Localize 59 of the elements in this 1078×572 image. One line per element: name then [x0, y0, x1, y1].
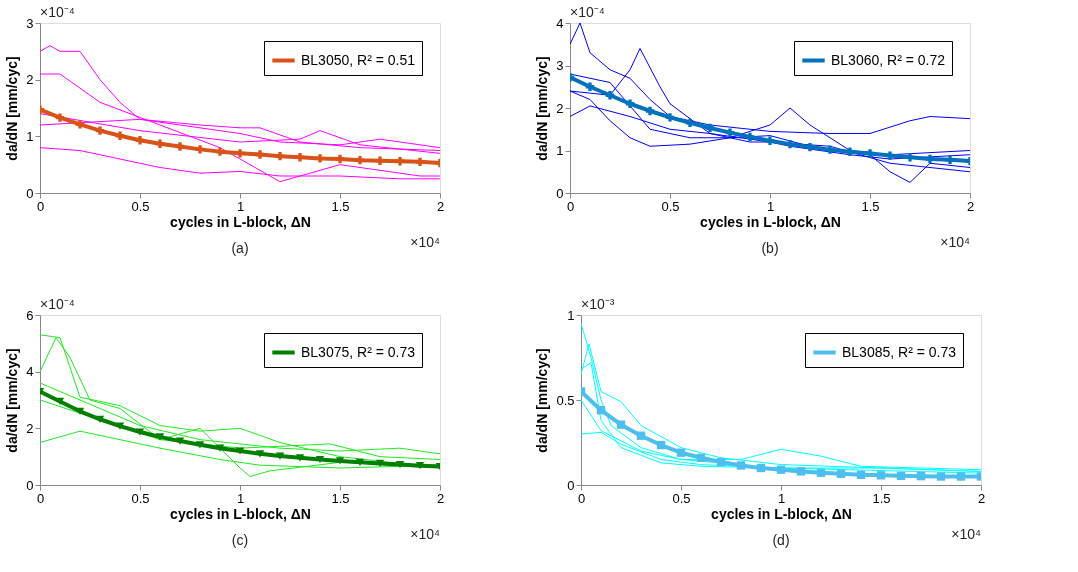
y-tick-label: 1: [26, 128, 34, 144]
x-tick-label: 1.5: [331, 198, 350, 214]
y-tick-label: 1: [556, 143, 564, 158]
y-tick-label: 0: [567, 477, 575, 493]
x-tick-label: 2: [436, 198, 445, 214]
x-tick-label: 1: [236, 490, 245, 506]
y-tick-label: 2: [556, 100, 564, 116]
y-tick-label: 0: [556, 185, 564, 201]
text: ×10⁴: [410, 526, 440, 542]
text: (d): [772, 532, 790, 548]
y-axis-title: da/dN [mm/cyc]: [534, 56, 551, 161]
text: ×10⁻⁴: [570, 4, 605, 20]
x-tick-label: 0: [577, 490, 586, 506]
x-tick-label: 0.5: [672, 490, 691, 506]
x-tick-label: 1.5: [872, 490, 891, 506]
x-tick-label: 1.5: [861, 198, 880, 214]
text: ×10⁻³: [581, 296, 615, 312]
x-tick-label: 0.5: [131, 490, 150, 506]
x-tick-label: 0: [36, 490, 45, 506]
x-axis-title: cycles in L-block, ΔN: [700, 213, 841, 230]
text: ×10⁴: [940, 234, 970, 250]
y-tick-label: 3: [26, 15, 34, 31]
x-tick-label: 2: [436, 490, 445, 506]
y-tick-label: 3: [556, 58, 564, 73]
text: ×10⁻⁴: [40, 4, 75, 20]
x-tick-label: 0: [36, 198, 45, 214]
y-tick-label: 0: [26, 477, 34, 493]
x-tick-label: 1: [236, 198, 245, 214]
legend-label: BL3075, R² = 0.73: [301, 343, 416, 360]
y-tick-label: 2: [26, 420, 34, 436]
x-tick-label: 1: [777, 490, 786, 506]
y-tick-label: 2: [26, 72, 34, 88]
y-tick-label: 0.5: [556, 392, 575, 408]
legend-label: BL3085, R² = 0.73: [842, 343, 957, 360]
text: (c): [231, 532, 249, 548]
x-axis-title: cycles in L-block, ΔN: [170, 505, 311, 522]
y-tick-label: 1: [567, 307, 575, 323]
text: (a): [231, 240, 249, 256]
x-tick-label: 2: [966, 198, 975, 214]
y-axis-title: da/dN [mm/cyc]: [534, 348, 551, 453]
x-tick-label: 1.5: [331, 490, 350, 506]
text: (b): [761, 240, 779, 256]
y-tick-label: 4: [556, 15, 564, 31]
text: ×10⁻⁴: [40, 296, 75, 312]
y-tick-label: 0: [26, 185, 34, 201]
y-tick-label: 6: [26, 307, 34, 323]
legend-label: BL3050, R² = 0.51: [301, 51, 416, 68]
legend-label: BL3060, R² = 0.72: [831, 51, 946, 68]
y-axis-title: da/dN [mm/cyc]: [4, 56, 21, 161]
x-tick-label: 0.5: [131, 198, 150, 214]
y-axis-title: da/dN [mm/cyc]: [4, 348, 21, 453]
text: ×10⁴: [410, 234, 440, 250]
x-tick-label: 1: [766, 198, 775, 214]
x-tick-label: 0.5: [661, 198, 680, 214]
x-tick-label: 2: [977, 490, 986, 506]
x-axis-title: cycles in L-block, ΔN: [711, 505, 852, 522]
y-tick-label: 4: [26, 364, 34, 380]
text: ×10⁴: [951, 526, 981, 542]
x-axis-title: cycles in L-block, ΔN: [170, 213, 311, 230]
